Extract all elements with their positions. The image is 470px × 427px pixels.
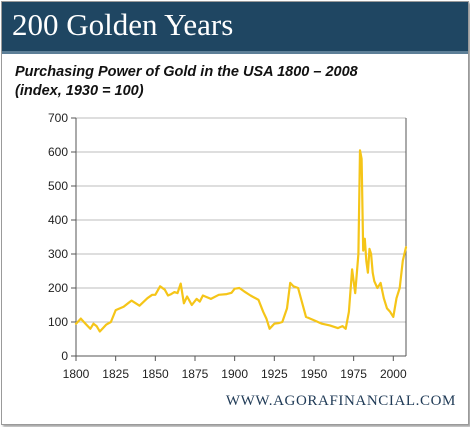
y-tick-label-300: 300 <box>48 247 68 261</box>
y-tick-label-200: 200 <box>48 281 68 295</box>
chart-subtitle: (index, 1930 = 100) <box>15 83 144 99</box>
x-tick-labels: 1800 1825 1850 1875 1900 1925 1950 1975 2000 <box>63 367 407 381</box>
y-tick-label-100: 100 <box>48 315 68 329</box>
x-tick-label-1900: 1900 <box>221 367 248 381</box>
source-url[interactable]: WWW.AGORAFINANCIAL.COM <box>225 393 456 409</box>
y-tick-label-500: 500 <box>48 179 68 193</box>
series-layer <box>74 149 408 333</box>
x-tick-label-1875: 1875 <box>182 367 209 381</box>
axes <box>71 117 407 361</box>
y-tick-label-0: 0 <box>61 349 68 363</box>
title-banner: 200 Golden Years <box>2 2 468 54</box>
y-tick-labels: 0 100 200 300 400 500 600 700 <box>48 111 68 363</box>
series-line-0 <box>74 149 408 333</box>
chart-title: Purchasing Power of Gold in the USA 1800… <box>15 64 358 80</box>
x-tick-label-1850: 1850 <box>142 367 169 381</box>
x-tick-label-1975: 1975 <box>340 367 367 381</box>
x-tick-label-1925: 1925 <box>261 367 288 381</box>
x-tick-label-2000: 2000 <box>380 367 407 381</box>
banner-title: 200 Golden Years <box>12 7 234 42</box>
x-tick-label-1950: 1950 <box>301 367 328 381</box>
y-tick-label-700: 700 <box>48 111 68 125</box>
gridlines <box>76 117 406 323</box>
y-tick-label-400: 400 <box>48 213 68 227</box>
x-tick-label-1825: 1825 <box>102 367 129 381</box>
y-tick-label-600: 600 <box>48 145 68 159</box>
x-tick-label-1800: 1800 <box>63 367 90 381</box>
